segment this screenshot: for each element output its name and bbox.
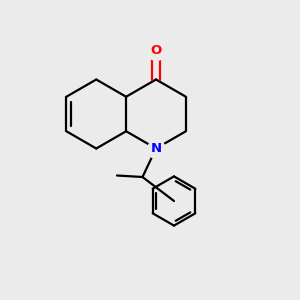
Text: N: N xyxy=(150,142,162,155)
Text: O: O xyxy=(150,44,162,58)
